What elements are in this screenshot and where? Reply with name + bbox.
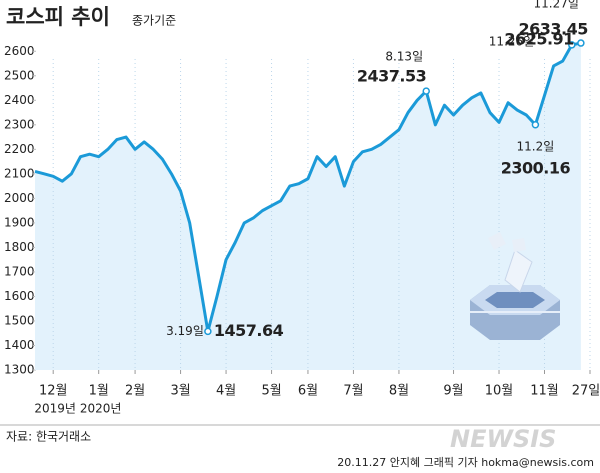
chart-title: 코스피 추이: [6, 5, 110, 29]
line: [34, 41, 582, 333]
y-tick-label: 2000: [4, 191, 35, 205]
x-tick-label: 2월: [125, 384, 145, 399]
point-marker: [422, 87, 430, 95]
y-tick-label: 1300: [4, 363, 35, 377]
point-label: 8.13일: [385, 50, 423, 64]
point-marker: [568, 41, 576, 49]
y-tick-label: 2500: [4, 68, 35, 82]
watermark: NEWSIS: [450, 425, 556, 453]
value-label: 2625.91: [504, 29, 574, 48]
point-label: 11.2일: [517, 139, 555, 153]
credit: 20.11.27 안지혜 그래픽 기자 hokma@newsis.com: [337, 456, 594, 469]
point-label: 11.26일: [489, 34, 534, 48]
value-label: 2633.45: [519, 20, 589, 39]
point-marker: [204, 327, 212, 336]
y-tick-label: 1500: [4, 313, 35, 327]
value-label: 2437.53: [357, 67, 426, 86]
x-tick-label: 1월: [89, 384, 109, 399]
x-tick-label: 5월: [261, 384, 281, 399]
x-tick-label: 11월: [530, 384, 559, 399]
x-tick-label: 7월: [343, 384, 363, 399]
area: [35, 43, 581, 371]
point-marker: [577, 39, 585, 47]
y-tick-label: 2600: [4, 44, 35, 58]
plot: 1300 1400 1500 1600 1700 1800 1900 2000 2100 2200…: [4, 0, 600, 416]
point-marker: [531, 121, 540, 129]
value-label: 1457.64: [214, 321, 284, 340]
chart-subtitle: 종가기준: [132, 14, 176, 28]
y-tick-label: 1600: [4, 289, 35, 303]
x-tick-label: 9월: [443, 384, 463, 399]
x-tick-label: 8월: [389, 384, 409, 399]
y-tick-label: 2300: [4, 117, 35, 131]
y-tick-label: 1900: [4, 215, 35, 229]
x-tick-label: 12월: [39, 384, 68, 399]
y-tick-label: 2200: [4, 142, 35, 156]
x-tick-label: 10월: [485, 384, 514, 399]
x-tick-label: 27일: [572, 384, 600, 399]
illustration: [470, 232, 560, 340]
value-label: 2300.16: [501, 158, 571, 177]
year-label: 2020년: [80, 402, 122, 416]
x-tick-label: 3월: [170, 384, 190, 399]
y-tick-label: 1800: [4, 240, 35, 254]
y-tick-label: 1700: [4, 264, 35, 278]
point-label: 3.19일: [166, 324, 204, 338]
x-tick-label: 4월: [216, 384, 236, 399]
source: 자료: 한국거래소: [6, 430, 91, 444]
y-tick-label: 2100: [4, 166, 35, 180]
year-label: 2019년: [34, 402, 76, 416]
x-tick-label: 6월: [298, 384, 318, 399]
y-tick-label: 1400: [4, 338, 35, 352]
point-label: 11.27일: [533, 0, 578, 11]
y-tick-label: 2400: [4, 93, 35, 107]
